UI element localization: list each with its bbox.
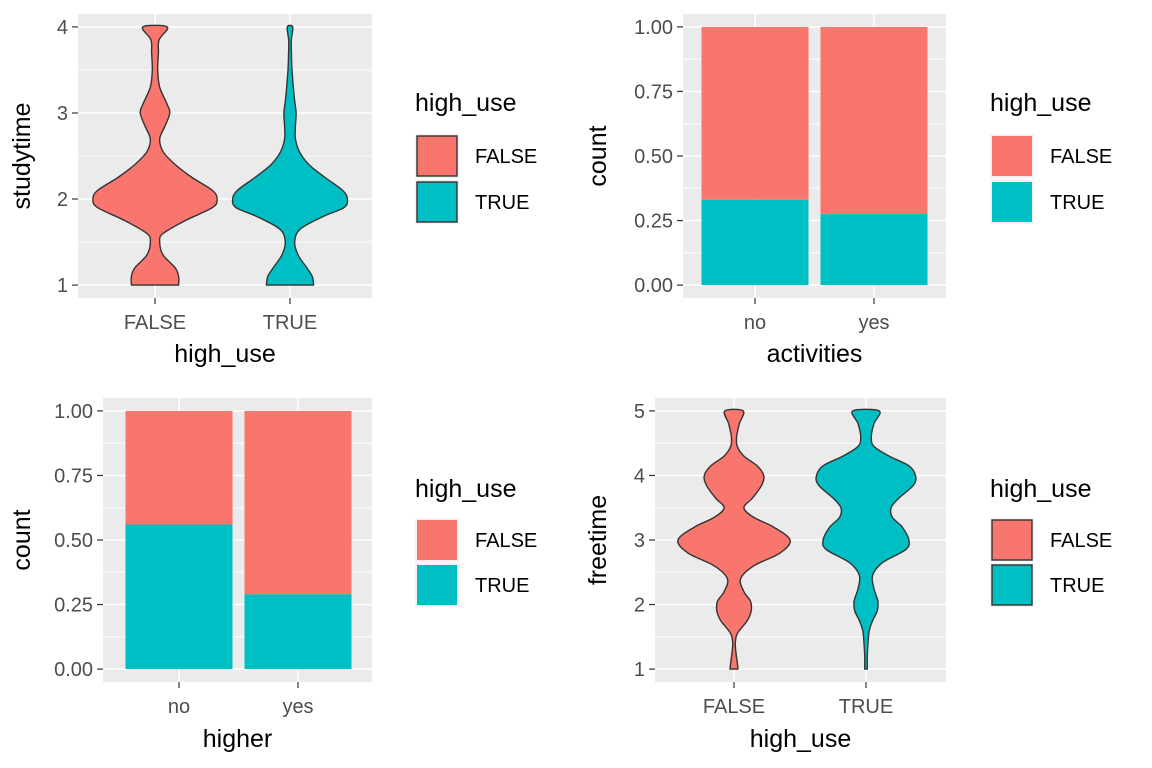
y-tick-label: 4 [634,465,645,487]
legend-title: high_use [415,475,516,503]
legend: high_use FALSE TRUE [990,89,1112,224]
legend-label-true: TRUE [475,192,529,214]
y-tick-label: 3 [57,103,68,125]
violin-true [815,408,917,670]
y-tick-label: 2 [57,189,68,211]
x-tick-label: no [168,696,190,718]
bar-false-yes [820,26,928,215]
y-tick-label: 4 [57,17,68,39]
x-tick-label: yes [282,696,313,718]
x-tick-label: FALSE [703,696,765,718]
y-tick-label: 0.00 [54,659,93,681]
legend-label-true: TRUE [1050,575,1104,597]
y-tick-label: 3 [634,530,645,552]
y-axis-title: count [584,125,612,186]
x-tick-label: TRUE [839,696,893,718]
legend-label-false: FALSE [1050,146,1112,168]
x-tick-label: no [744,312,766,334]
legend: high_use FALSE TRUE [415,475,537,607]
x-axis-title: activities [767,340,863,368]
legend-label-true: TRUE [475,575,529,597]
x-axis-title: high_use [174,340,275,368]
y-tick-label: 1.00 [54,401,93,423]
x-tick-label: FALSE [124,312,186,334]
bar-true-yes [244,594,352,670]
y-tick-label: 5 [634,401,645,423]
violin-false [92,24,218,286]
legend-title: high_use [990,475,1091,503]
y-tick-label: 2 [634,595,645,617]
x-tick-label: yes [858,312,889,334]
legend-title: high_use [415,89,516,117]
legend-swatch-false [417,520,457,560]
panel-2: 0.00 0.25 0.50 0.75 1.00 no yes activities count… [584,14,1112,368]
y-tick-label: 0.25 [54,595,93,617]
y-tick-label: 0.00 [634,275,673,297]
legend-label-true: TRUE [1050,192,1104,214]
panel-4: 1 2 3 4 5 FALSE TRUE high_use freetime high_use FA… [584,398,1112,753]
legend-label-false: FALSE [475,530,537,552]
legend: high_use FALSE TRUE [415,89,537,224]
bar-true-no [701,199,809,286]
y-tick-label: 1 [57,275,68,297]
legend-swatch-true [991,564,1033,606]
legend-swatch-false [416,135,458,177]
y-tick-label: 1.00 [634,17,673,39]
x-tick-label: TRUE [263,312,317,334]
y-axis-title: freetime [584,495,612,585]
x-axis-title: high_use [750,725,851,753]
legend-swatch-true [992,182,1032,222]
y-tick-label: 0.25 [634,211,673,233]
y-tick-label: 0.75 [54,465,93,487]
bar-false-yes [244,410,352,595]
legend-swatch-true [416,181,458,223]
y-tick-label: 0.50 [634,146,673,168]
bar-true-yes [820,214,928,286]
legend-label-false: FALSE [1050,530,1112,552]
y-axis-title: studytime [8,103,36,210]
legend-swatch-false [991,519,1033,561]
bar-false-no [701,26,809,200]
bar-true-no [125,524,233,670]
legend-title: high_use [990,89,1091,117]
legend-label-false: FALSE [475,146,537,168]
y-axis-title: count [8,509,36,570]
violin-false [677,408,791,670]
bar-false-no [125,410,233,525]
y-tick-label: 0.50 [54,530,93,552]
y-tick-label: 1 [634,659,645,681]
panel-3: 0.00 0.25 0.50 0.75 1.00 no yes higher count high… [8,398,537,753]
panel-1: 1 2 3 4 FALSE TRUE high_use studytime high_use FA… [8,14,537,368]
legend-swatch-false [992,136,1032,176]
legend: high_use FALSE TRUE [990,475,1112,607]
y-tick-label: 0.75 [634,81,673,103]
x-axis-title: higher [203,725,273,753]
legend-swatch-true [417,565,457,605]
violin-true [231,24,349,286]
